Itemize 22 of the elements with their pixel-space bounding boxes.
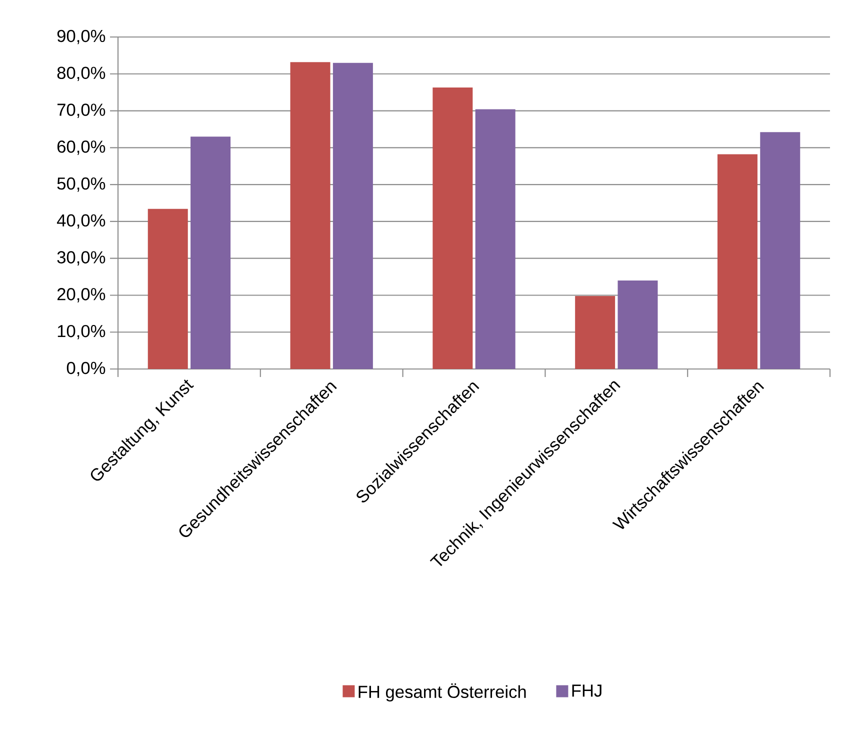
bar xyxy=(148,208,188,369)
y-tick-label: 20,0% xyxy=(57,288,106,302)
bar xyxy=(432,88,473,369)
y-tick-label: 90,0% xyxy=(57,30,106,44)
bar xyxy=(190,136,231,369)
bar xyxy=(332,62,373,369)
legend-label: FH gesamt Österreich xyxy=(358,683,526,702)
y-tick-label: 80,0% xyxy=(57,66,106,82)
bar xyxy=(618,280,658,369)
legend-label: FHJ xyxy=(572,684,602,697)
y-tick-label: 50,0% xyxy=(57,177,106,192)
y-tick-label: 30,0% xyxy=(57,251,106,266)
bar xyxy=(575,296,616,369)
bar xyxy=(290,62,330,369)
y-tick-label: 70,0% xyxy=(57,104,106,118)
y-tick-label: 60,0% xyxy=(57,140,106,155)
y-tick-label: 10,0% xyxy=(58,324,106,340)
y-tick-label: 0,0% xyxy=(66,362,106,376)
y-tick-label: 40,0% xyxy=(56,214,106,229)
bar xyxy=(475,109,516,369)
bar xyxy=(717,154,758,369)
bar xyxy=(760,132,800,369)
